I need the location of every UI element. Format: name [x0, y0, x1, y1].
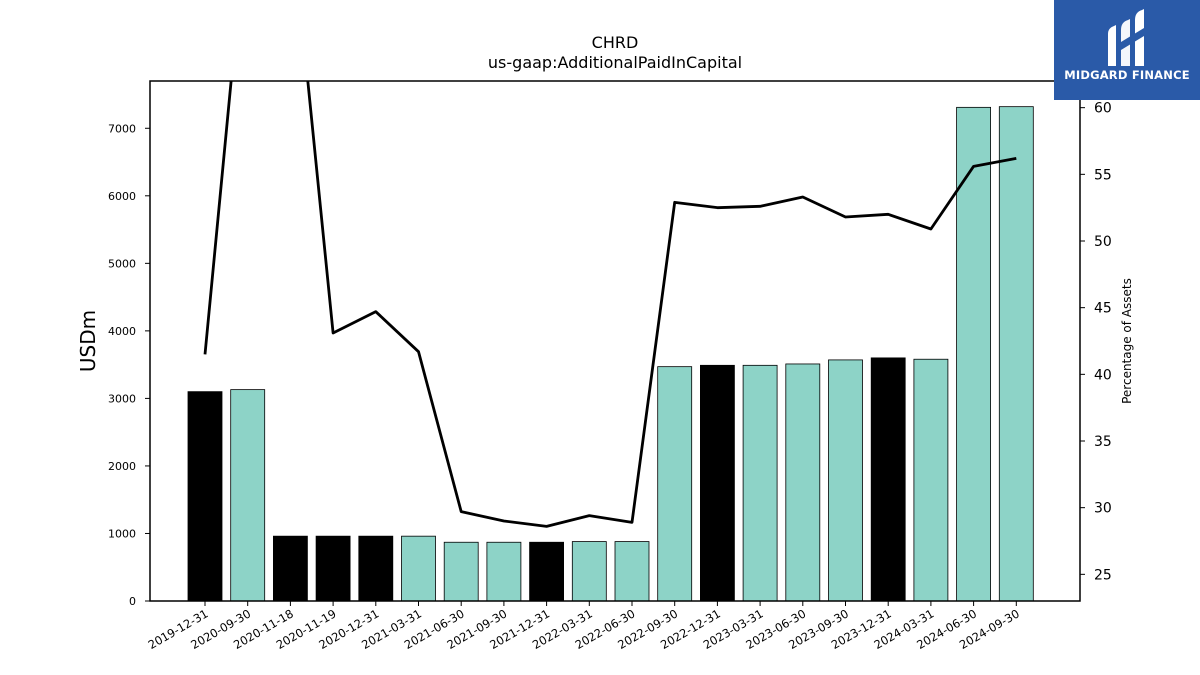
y2-tick-label: 25: [1094, 567, 1112, 583]
brand-logo: MIDGARD FINANCE: [1054, 0, 1200, 100]
y2-tick-label: 45: [1094, 301, 1112, 317]
left-axis: 0 1000 2000 3000 4000 5000 6000 7000: [108, 122, 150, 608]
y-tick-label: 0: [129, 595, 136, 608]
logo-text: MIDGARD FINANCE: [1064, 68, 1190, 82]
bar-2020-11-18: [272, 535, 308, 602]
bar-2023-06-30: [785, 363, 821, 602]
y2-tick-label: 55: [1094, 167, 1112, 183]
bar-2021-12-31: [529, 541, 564, 602]
y-tick-label: 7000: [108, 122, 136, 135]
bar-2021-09-30: [486, 541, 522, 602]
bar-2024-09-30: [998, 106, 1034, 602]
y-tick-label: 6000: [108, 190, 136, 203]
bar-2021-06-30: [443, 541, 479, 602]
y-tick-label: 5000: [108, 257, 136, 270]
y-tick-label: 2000: [108, 460, 136, 473]
plot-frame: [149, 80, 1081, 602]
percentage-line: [203, 81, 1017, 528]
bar-2022-12-31: [700, 364, 735, 602]
y-tick-label: 1000: [108, 527, 136, 540]
y2-tick-label: 50: [1094, 234, 1112, 250]
bar-2023-09-30: [828, 359, 863, 602]
right-axis: 25 30 35 40 45 50 55 60: [1080, 101, 1112, 583]
chart-title: CHRD: [592, 33, 639, 52]
y-axis-label: USDm: [76, 310, 100, 372]
bar-2023-12-31: [870, 357, 906, 602]
bar-2023-03-31: [742, 364, 778, 602]
bar-2019-12-31: [187, 391, 223, 602]
bar-2020-12-31: [358, 535, 394, 602]
y-tick-label: 4000: [108, 325, 136, 338]
bar-2022-09-30: [657, 366, 693, 602]
bar-2022-06-30: [614, 541, 650, 602]
bar-2020-11-19: [315, 535, 351, 602]
bar-2021-03-31: [401, 535, 436, 602]
y2-axis-label: Percentage of Assets: [1120, 278, 1134, 404]
y2-tick-label: 60: [1094, 101, 1112, 117]
logo-mark-icon: [1108, 9, 1144, 66]
bar-2024-06-30: [956, 106, 991, 602]
bar-group: [187, 106, 1034, 602]
bar-2020-09-30: [230, 389, 266, 602]
y2-tick-label: 30: [1094, 501, 1112, 517]
bar-2024-03-31: [913, 358, 949, 602]
y2-tick-label: 40: [1094, 367, 1112, 383]
y-tick-label: 3000: [108, 392, 136, 405]
bar-2022-03-31: [571, 541, 607, 602]
line-group: [203, 81, 1017, 528]
x-axis: 2019-12-312020-09-302020-11-182020-11-19…: [146, 601, 1022, 652]
chart-subtitle: us-gaap:AdditionalPaidInCapital: [488, 53, 742, 72]
y2-tick-label: 35: [1094, 434, 1112, 450]
